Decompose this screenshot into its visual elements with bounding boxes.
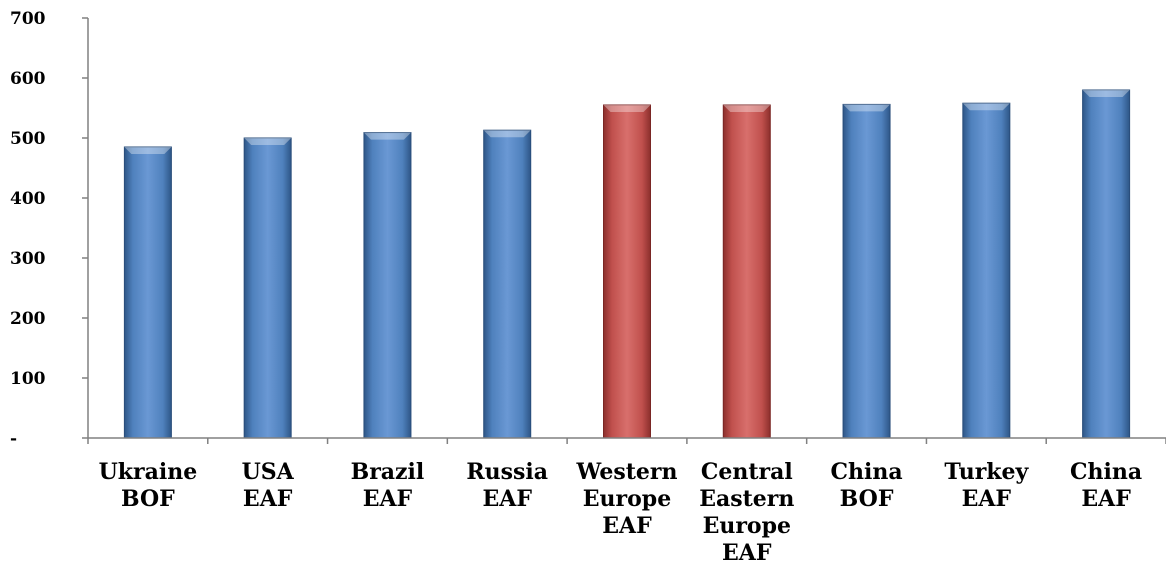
y-tick-label: -: [10, 429, 17, 449]
bar-bevel: [363, 132, 411, 140]
x-category-label-line: EAF: [1081, 486, 1131, 512]
x-category-label-line: EAF: [482, 486, 532, 512]
x-category-label: Ukraine BOF: [99, 459, 198, 512]
x-category-label-line: EAF: [602, 513, 652, 539]
bar-body: [842, 103, 891, 439]
y-tick-label: 100: [10, 369, 46, 389]
y-tick-label: 500: [10, 129, 46, 149]
bar-body: [483, 129, 532, 439]
bar: [603, 104, 651, 439]
bar-body: [363, 132, 412, 439]
x-category-label-line: USA: [242, 459, 295, 485]
x-category-label: Brazil EAF: [351, 459, 425, 512]
bar-bevel: [843, 104, 891, 112]
x-category-label-line: Western: [575, 459, 677, 485]
bar-bevel: [124, 147, 172, 154]
bar-body: [722, 104, 771, 439]
x-category-label: Russia EAF: [466, 459, 548, 512]
x-category-label: China EAF: [1070, 459, 1142, 512]
x-category-label-line: EAF: [962, 486, 1012, 512]
bar: [842, 103, 891, 439]
y-tick-label: 700: [10, 9, 46, 29]
bar: [243, 137, 292, 439]
x-category-label-line: Turkey: [944, 459, 1029, 485]
y-tick-label: 200: [10, 309, 46, 329]
bar-body: [123, 146, 172, 439]
y-tick-label: 300: [10, 249, 46, 269]
x-category-label-line: Russia: [466, 459, 548, 485]
bar-bevel: [603, 105, 651, 112]
bar-body: [962, 102, 1011, 439]
bar-bevel: [244, 138, 292, 145]
x-category-label-line: China: [1070, 459, 1142, 485]
y-tick-labels: - 100 200 300 400 500 600 700: [10, 9, 46, 449]
bar: [962, 102, 1011, 439]
bar: [123, 146, 172, 439]
x-category-label-line: China: [830, 459, 902, 485]
x-category-label-line: Eastern: [699, 486, 794, 512]
bar-body: [603, 104, 651, 439]
bar: [363, 132, 412, 439]
x-category-label-line: Central: [701, 459, 793, 485]
x-category-label-line: Europe: [583, 486, 671, 512]
x-category-label-line: BOF: [840, 486, 894, 512]
bar-body: [243, 137, 292, 439]
bar: [722, 104, 771, 439]
x-category-label: China BOF: [830, 459, 902, 512]
x-category-label-line: Brazil: [351, 459, 425, 485]
bar-bevel: [1082, 90, 1130, 97]
y-tick-label: 600: [10, 69, 46, 89]
x-category-label-line: EAF: [363, 486, 413, 512]
x-category-label-line: BOF: [121, 486, 175, 512]
y-tick-label: 400: [10, 189, 46, 209]
x-category-label-line: EAF: [722, 540, 772, 566]
bar-bevel: [483, 130, 531, 138]
x-category-label-line: Ukraine: [99, 459, 198, 485]
x-category-label: Central Eastern Europe EAF: [699, 459, 794, 566]
x-category-label-line: EAF: [243, 486, 293, 512]
bar-bevel: [723, 105, 771, 112]
bar-bevel: [962, 103, 1010, 111]
bar: [483, 129, 532, 439]
axes-group: [82, 17, 1166, 444]
x-category-label: Western Europe EAF: [575, 459, 677, 539]
x-category-label: Turkey EAF: [944, 459, 1029, 512]
x-category-label-line: Europe: [703, 513, 791, 539]
bar-body: [1082, 89, 1131, 439]
bar: [1082, 89, 1131, 439]
bars-group: [123, 89, 1131, 439]
x-category-label: USA EAF: [242, 459, 295, 512]
